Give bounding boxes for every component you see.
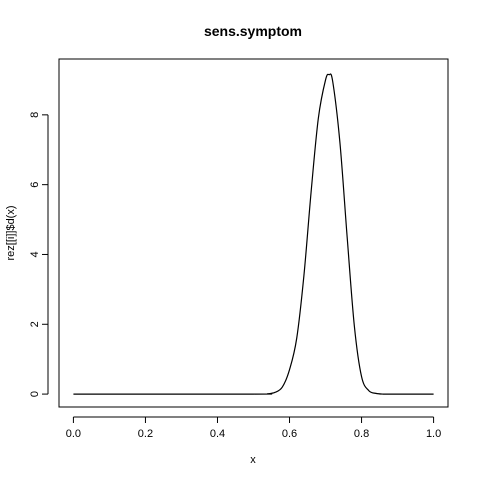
x-tick-label: 0.0 <box>66 428 81 440</box>
x-axis-label: x <box>250 454 256 466</box>
y-tick-label: 2 <box>29 321 41 327</box>
y-axis-label: rez[[i]]$d(x) <box>5 205 17 260</box>
y-tick-label: 4 <box>29 251 41 257</box>
x-tick-label: 1.0 <box>426 428 441 440</box>
y-tick-label: 8 <box>29 112 41 118</box>
y-tick-label: 6 <box>29 182 41 188</box>
y-tick-label: 0 <box>29 391 41 397</box>
x-tick-label: 0.8 <box>354 428 369 440</box>
x-tick-label: 0.2 <box>138 428 153 440</box>
chart-title: sens.symptom <box>204 23 302 39</box>
x-tick-label: 0.6 <box>282 428 297 440</box>
x-tick-label: 0.4 <box>210 428 225 440</box>
